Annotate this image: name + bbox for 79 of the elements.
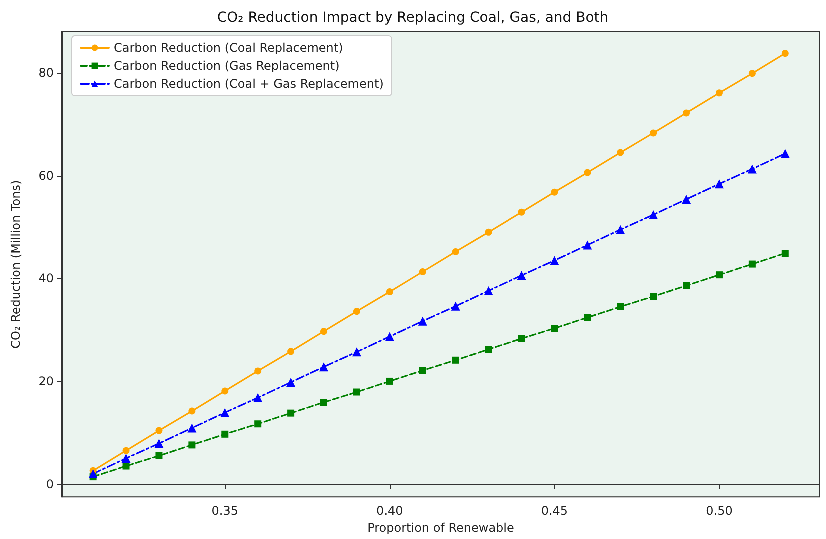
point	[551, 325, 558, 332]
point	[122, 462, 130, 470]
point	[517, 271, 526, 280]
point	[419, 367, 426, 374]
point	[484, 286, 494, 296]
legend-label: Carbon Reduction (Gas Replacement)	[114, 59, 340, 73]
point	[188, 408, 196, 415]
point	[649, 210, 658, 220]
point	[320, 328, 328, 336]
point	[156, 452, 163, 460]
y-axis-title: CO₂ Reduction (Million Tons)	[9, 180, 23, 349]
point	[451, 302, 460, 311]
point	[485, 228, 492, 236]
point	[222, 430, 229, 438]
point	[716, 272, 723, 279]
point	[188, 424, 197, 433]
point	[616, 225, 626, 234]
point	[584, 314, 592, 322]
point	[386, 378, 394, 385]
point	[683, 110, 690, 117]
x-tick-label: 0.40	[376, 504, 404, 518]
point	[288, 348, 295, 356]
point	[220, 408, 230, 418]
chart-title: CO₂ Reduction Impact by Replacing Coal, Gas, and Both	[217, 10, 609, 26]
point	[288, 410, 295, 417]
point	[353, 388, 360, 396]
point	[418, 316, 428, 326]
y-tick-label: 20	[38, 374, 54, 388]
point	[485, 346, 492, 354]
point	[748, 260, 756, 268]
point	[385, 332, 394, 342]
point	[617, 149, 624, 156]
point	[518, 335, 526, 342]
point	[254, 420, 262, 428]
legend-label: Carbon Reduction (Coal Replacement)	[114, 41, 344, 55]
point	[583, 240, 592, 250]
point	[748, 70, 756, 78]
point	[780, 149, 790, 158]
point	[353, 308, 360, 316]
point	[254, 393, 263, 402]
y-tick-label: 60	[38, 168, 54, 183]
point	[650, 130, 658, 137]
point	[518, 208, 526, 216]
point	[156, 427, 163, 434]
point	[683, 282, 690, 290]
point	[188, 442, 196, 449]
point	[782, 250, 789, 257]
point	[452, 248, 460, 256]
point	[122, 454, 131, 464]
point	[452, 356, 460, 364]
y-tick-label: 40	[38, 272, 54, 286]
point	[320, 399, 328, 406]
x-tick-label: 0.45	[541, 504, 568, 518]
point	[419, 268, 426, 276]
point	[286, 378, 296, 387]
point	[222, 388, 229, 395]
point	[88, 469, 98, 478]
y-tick-label: 0	[46, 477, 54, 492]
point	[550, 256, 560, 266]
point	[386, 288, 394, 296]
point	[682, 195, 692, 204]
point	[320, 362, 329, 372]
point	[748, 164, 757, 174]
point	[254, 368, 262, 375]
x-tick-label: 0.35	[212, 504, 238, 518]
legend-label: Carbon Reduction (Coal + Gas Replacement)	[114, 77, 384, 91]
point	[716, 90, 723, 97]
y-tick-label: 80	[38, 66, 54, 80]
point	[352, 348, 362, 357]
point	[650, 293, 658, 300]
point	[154, 439, 164, 448]
x-tick-label: 0.50	[706, 504, 733, 518]
x-axis-title: Proportion of Renewable	[368, 521, 514, 535]
point	[584, 169, 592, 176]
point	[551, 188, 558, 196]
point	[122, 447, 130, 454]
point	[782, 50, 789, 58]
point	[714, 180, 724, 189]
point	[617, 303, 624, 310]
